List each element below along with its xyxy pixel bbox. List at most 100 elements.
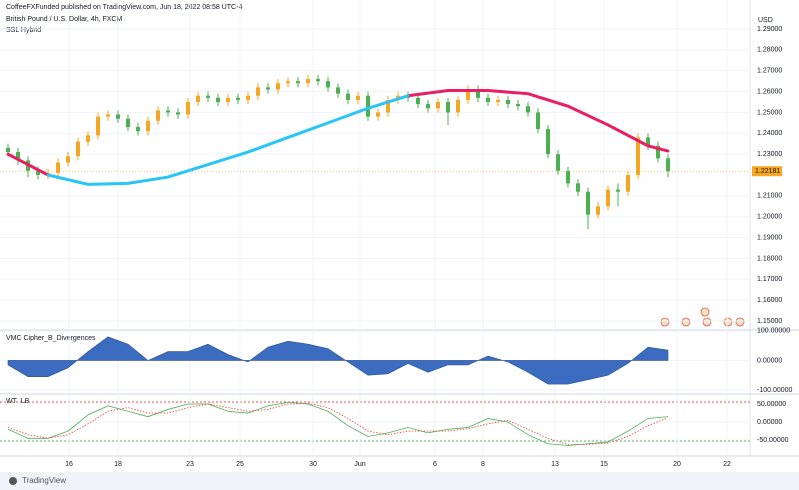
candle-body [326, 81, 330, 88]
candle-body [16, 152, 20, 161]
y-tick-label: 100.00000 [757, 328, 790, 335]
last-price-box [752, 166, 782, 177]
candle-body [646, 137, 650, 146]
candle-body [366, 95, 370, 117]
event-icon [735, 317, 745, 327]
candle-body [6, 147, 10, 153]
y-tick-label: 1.21000 [757, 193, 782, 200]
y-tick-label: 1.15000 [757, 318, 782, 325]
x-tick-label: 18 [114, 461, 122, 468]
line [7, 402, 669, 445]
y-tick-label: 1.17000 [757, 276, 782, 283]
line [6, 89, 670, 177]
candle-body [56, 162, 60, 173]
y-tick-label: 1.25000 [757, 109, 782, 116]
candle-body [476, 89, 480, 98]
candle-body [196, 95, 200, 103]
x-tick-label: 16 [65, 461, 73, 468]
x-tick-label: Jun [354, 461, 365, 468]
event-icons [660, 307, 745, 327]
candle-body [176, 112, 180, 115]
candle-body [86, 135, 90, 142]
y-tick-label: 1.29000 [757, 26, 782, 33]
candle-body [66, 156, 70, 163]
candle-body [356, 95, 360, 100]
event-icon [702, 317, 712, 327]
y-tick-label: 0.00000 [757, 357, 782, 364]
candle-body [546, 129, 550, 155]
line [7, 401, 669, 446]
candle-body [146, 120, 150, 132]
event-icon [700, 307, 710, 317]
candle-body [506, 99, 510, 105]
candle-body [316, 79, 320, 82]
brand: TradingView [22, 476, 66, 485]
x-tick-label: 22 [723, 461, 731, 468]
candle-body [586, 191, 590, 215]
candle-body [306, 79, 310, 84]
candle-body [416, 97, 420, 105]
x-tick-label: 8 [481, 461, 485, 468]
y-tick-label: 1.27000 [757, 68, 782, 75]
candle-body [526, 106, 530, 113]
brand-logo [9, 477, 17, 485]
candle-body [206, 95, 210, 98]
candle-body [536, 112, 540, 130]
candle-body [336, 87, 340, 94]
candle-body [246, 95, 250, 100]
candle-body [596, 206, 600, 215]
candle-body [276, 83, 280, 90]
candle-body [96, 116, 100, 136]
y-tick-label: 1.23000 [757, 151, 782, 158]
chart-title: British Pound / U.S. Dollar, 4h, FXCM [6, 16, 122, 23]
wave-area [7, 336, 669, 385]
candle-body [256, 87, 260, 96]
candle-body [106, 114, 110, 117]
candle-body [156, 110, 160, 121]
candle-body [296, 81, 300, 84]
candle-body [516, 104, 520, 107]
y-tick-label: 50.00000 [757, 401, 786, 408]
line [46, 94, 410, 186]
candle-body [346, 93, 350, 100]
candle-body [186, 102, 190, 115]
candle-body [36, 170, 40, 175]
x-tick-label: 23 [186, 461, 194, 468]
y-tick-label: 1.26000 [757, 88, 782, 95]
candle-body [376, 112, 380, 117]
candle-body [116, 114, 120, 119]
candle-body [656, 145, 660, 159]
x-tick-label: 6 [433, 461, 437, 468]
y-tick-label: 1.18000 [757, 255, 782, 262]
indicator-name: WT_LB [6, 398, 30, 405]
candle-body [636, 137, 640, 175]
candle-body [166, 110, 170, 113]
event-icon [660, 317, 670, 327]
footer-bar [0, 472, 799, 490]
indicator-name: SSL Hybrid [6, 27, 41, 34]
y-tick-label: -100.00000 [757, 387, 793, 394]
candle-body [626, 175, 630, 192]
candle-body [666, 158, 670, 172]
y-tick-label: 1.19000 [757, 234, 782, 241]
candle-body [236, 97, 240, 100]
candle-body [486, 97, 490, 103]
candle-body [616, 189, 620, 192]
x-tick-label: 13 [551, 461, 559, 468]
y-tick-label: 1.24000 [757, 130, 782, 137]
header: CoffeeFXFunded published on TradingView.… [6, 4, 242, 11]
y-tick-label: 1.20000 [757, 214, 782, 221]
candle-body [136, 127, 140, 132]
candle-body [446, 102, 450, 113]
x-tick-label: 15 [600, 461, 608, 468]
candle-body [76, 141, 80, 157]
candle-body [226, 97, 230, 103]
x-tick-label: 20 [673, 461, 681, 468]
candle-body [426, 104, 430, 109]
candle-body [216, 97, 220, 103]
candle-body [466, 89, 470, 100]
candle-body [496, 99, 500, 103]
candle-body [456, 99, 460, 113]
